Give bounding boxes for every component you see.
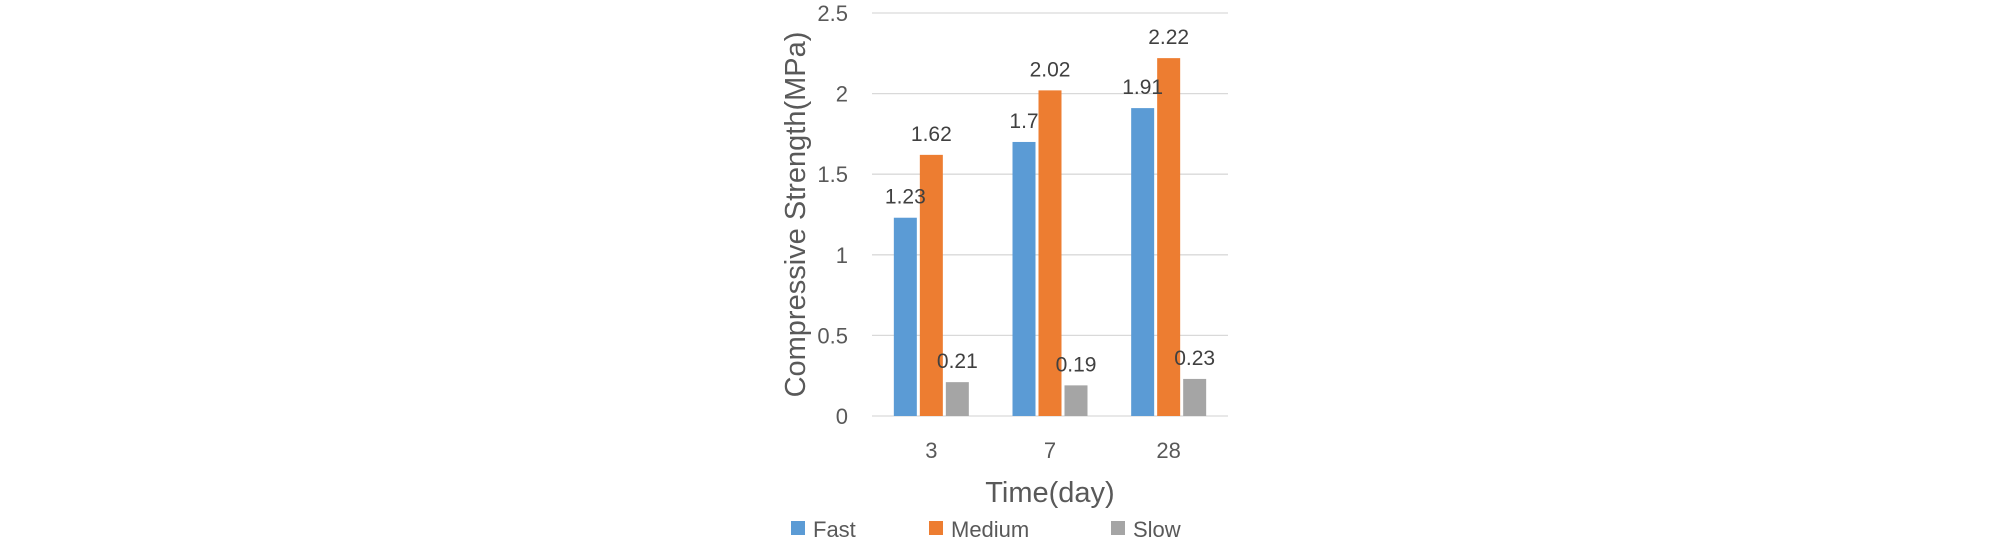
data-label: 2.22 <box>1148 26 1189 49</box>
x-tick-label: 7 <box>1044 438 1056 463</box>
x-axis-title: Time(day) <box>985 477 1114 509</box>
data-label: 0.19 <box>1056 353 1097 376</box>
legend-swatch-slow <box>1111 521 1125 535</box>
data-label: 0.23 <box>1174 347 1215 370</box>
bar-medium-28 <box>1157 58 1181 417</box>
legend-label-fast: Fast <box>813 517 856 542</box>
bars <box>893 58 1207 417</box>
y-tick-label: 0 <box>836 404 848 429</box>
y-tick-label: 0.5 <box>817 323 848 348</box>
x-axis-ticks: 3 7 28 <box>925 438 1181 463</box>
y-tick-label: 2 <box>836 82 848 107</box>
y-axis-ticks: 0 0.5 1 1.5 2 2.5 <box>817 1 848 429</box>
legend-label-medium: Medium <box>951 517 1029 542</box>
data-label: 0.21 <box>937 350 978 373</box>
data-label: 2.02 <box>1030 58 1071 81</box>
legend-label-slow: Slow <box>1133 517 1181 542</box>
bar-medium-3 <box>919 154 943 416</box>
x-tick-label: 3 <box>925 438 937 463</box>
legend-swatch-medium <box>929 521 943 535</box>
legend-swatch-fast <box>791 521 805 535</box>
y-tick-label: 1.5 <box>817 162 848 187</box>
data-label: 1.7 <box>1009 110 1038 133</box>
bar-slow-7 <box>1064 385 1088 416</box>
legend: Fast Medium Slow <box>791 517 1181 542</box>
bar-slow-3 <box>945 382 969 416</box>
bar-fast-7 <box>1012 141 1036 416</box>
y-axis-title: Compressive Strength(MPa) <box>780 32 812 398</box>
y-tick-label: 1 <box>836 243 848 268</box>
x-tick-label: 28 <box>1156 438 1180 463</box>
bar-slow-28 <box>1183 378 1207 416</box>
data-labels: 1.23 1.62 0.21 1.7 2.02 0.19 1.91 2.22 0.23 <box>885 26 1215 376</box>
bar-fast-28 <box>1131 108 1155 416</box>
data-label: 1.62 <box>911 123 952 146</box>
bar-fast-3 <box>893 217 917 416</box>
data-label: 1.91 <box>1122 76 1163 99</box>
bar-medium-7 <box>1038 90 1062 416</box>
data-label: 1.23 <box>885 186 926 209</box>
y-tick-label: 2.5 <box>817 1 848 26</box>
